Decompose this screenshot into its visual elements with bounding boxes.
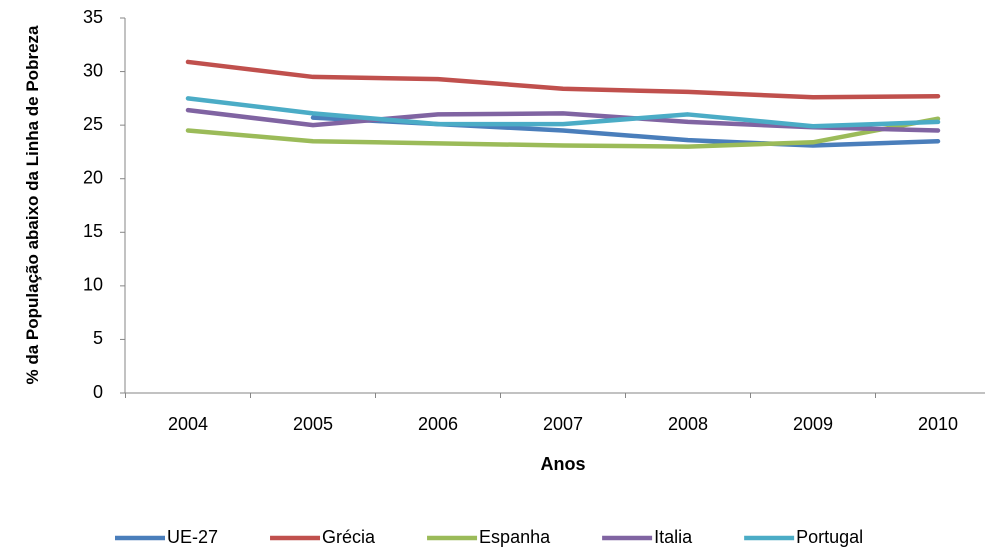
legend-label: Espanha	[479, 527, 551, 547]
x-tick-label: 2010	[918, 414, 958, 434]
y-tick-label: 20	[83, 167, 103, 187]
y-tick-label: 5	[93, 328, 103, 348]
x-tick-label: 2009	[793, 414, 833, 434]
y-tick-label: 15	[83, 221, 103, 241]
series-line	[185, 96, 941, 129]
x-tick-label: 2008	[668, 414, 708, 434]
y-tick-label: 25	[83, 114, 103, 134]
x-tick-label: 2006	[418, 414, 458, 434]
series-line	[185, 59, 941, 100]
y-tick-label: 10	[83, 275, 103, 295]
legend-label: Italia	[654, 527, 693, 547]
legend-label: Portugal	[796, 527, 863, 547]
x-tick-label: 2005	[293, 414, 333, 434]
y-tick-label: 0	[93, 382, 103, 402]
y-axis-title: % da População abaixo da Linha de Pobrez…	[23, 25, 42, 385]
legend-label: UE-27	[167, 527, 218, 547]
y-tick-label: 35	[83, 7, 103, 27]
x-tick-label: 2004	[168, 414, 208, 434]
y-tick-label: 30	[83, 60, 103, 80]
legend-label: Grécia	[322, 527, 376, 547]
series-line	[185, 116, 941, 149]
x-tick-label: 2007	[543, 414, 583, 434]
x-axis-title: Anos	[541, 454, 586, 474]
